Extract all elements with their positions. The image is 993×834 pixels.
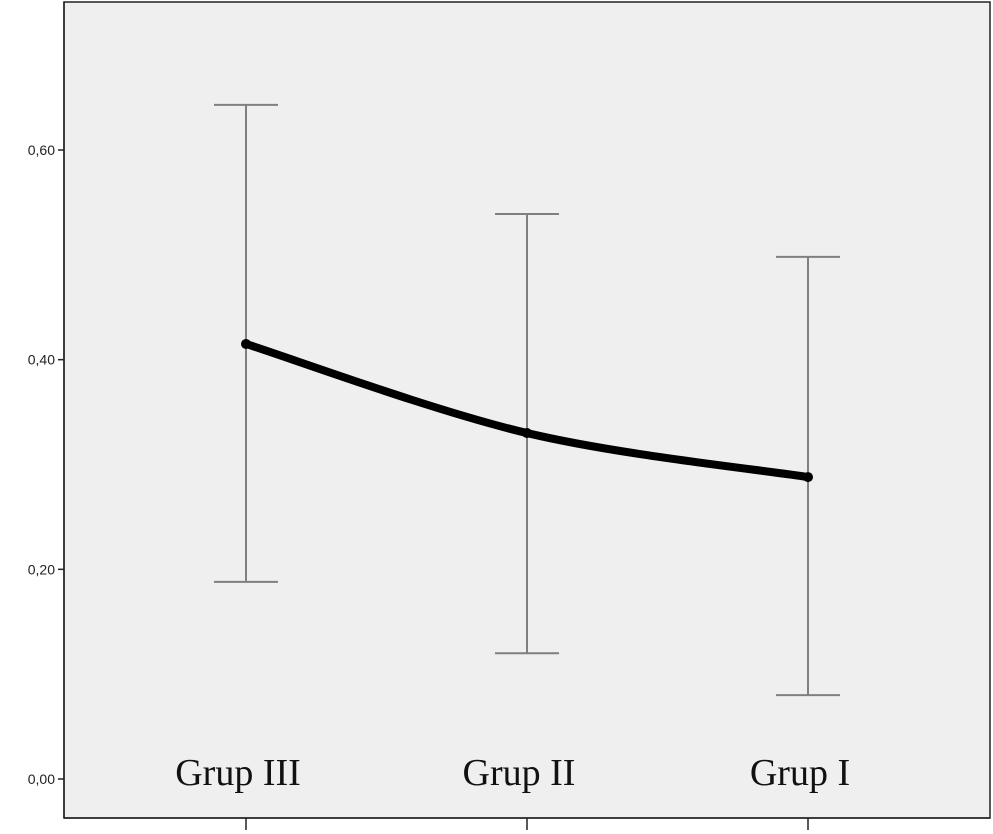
y-axis: 0,00 0,20 0,40 0,60 — [28, 2, 65, 818]
category-label: Grup III — [175, 752, 301, 794]
mean-point — [241, 338, 251, 349]
mean-point — [803, 472, 813, 483]
x-axis — [64, 817, 990, 830]
mean-points — [241, 338, 813, 483]
mean-point — [522, 428, 532, 439]
y-tick-label: 0,40 — [28, 352, 55, 368]
category-labels: Grup III Grup II Grup I — [175, 752, 850, 794]
y-tick-label: 0,60 — [28, 142, 55, 158]
y-tick-label: 0,00 — [28, 771, 55, 787]
category-label: Grup I — [750, 752, 850, 794]
category-label: Grup II — [463, 752, 576, 794]
y-tick-label: 0,20 — [28, 561, 55, 577]
